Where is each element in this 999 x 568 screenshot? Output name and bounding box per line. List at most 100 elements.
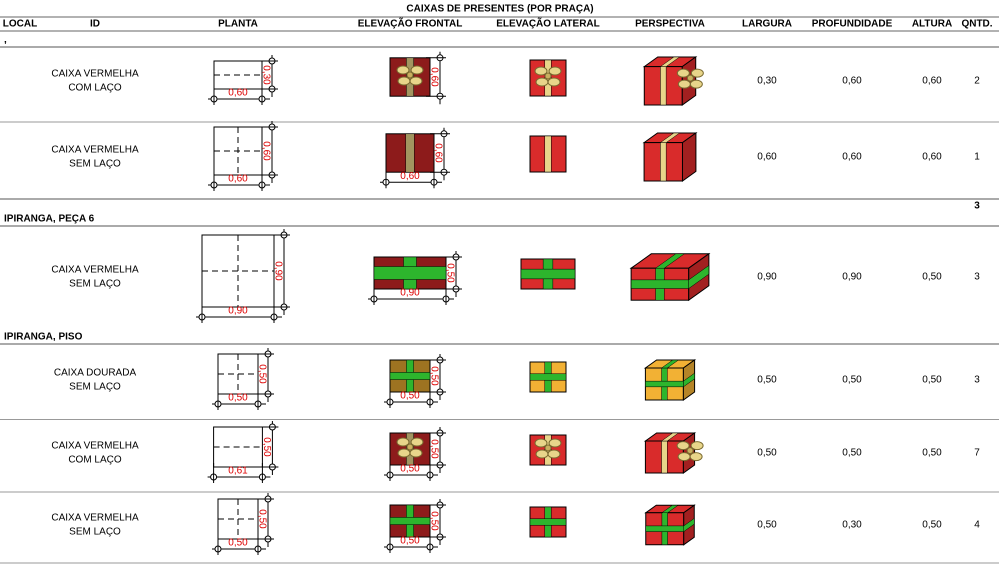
item-id: COM LAÇO: [68, 455, 122, 466]
bow-knot: [406, 443, 414, 451]
item-id: SEM LAÇO: [69, 382, 121, 393]
dim-label: 0,60: [400, 171, 420, 182]
dim-label: 0,50: [400, 536, 420, 547]
item-id: CAIXA VERMELHA: [51, 513, 139, 524]
ribbon: [389, 517, 431, 525]
bow-loop: [410, 65, 424, 75]
cell-qntd: 3: [974, 375, 980, 386]
column-header: LARGURA: [742, 19, 792, 30]
dim-label: 0,90: [228, 306, 248, 317]
bow-loop: [689, 452, 703, 462]
item-id: CAIXA VERMELHA: [51, 441, 139, 452]
dim-label: 0,90: [400, 288, 420, 299]
dim-label: 0,50: [228, 393, 248, 404]
item-id: CAIXA VERMELHA: [51, 145, 139, 156]
ribbon: [660, 66, 667, 106]
bow-loop: [409, 448, 423, 458]
bow-loop: [547, 77, 561, 87]
cell-qntd: 4: [974, 520, 980, 531]
ribbon: [405, 133, 415, 173]
column-header: ALTURA: [912, 19, 952, 30]
cell-qntd: 7: [974, 448, 980, 459]
cell-qntd: 1: [974, 152, 980, 163]
item-id: SEM LAÇO: [69, 527, 121, 538]
ribbon: [683, 517, 695, 533]
bow: [534, 66, 562, 87]
cell-profundidade: 0,90: [842, 272, 862, 283]
bow-loop: [397, 76, 411, 86]
cell-qntd: 3: [974, 272, 980, 283]
bow: [396, 437, 424, 458]
cell-largura: 0,50: [757, 375, 777, 386]
bow-loop: [410, 437, 424, 447]
item-id: CAIXA VERMELHA: [51, 265, 139, 276]
column-header: ELEVAÇÃO LATERAL: [496, 17, 600, 30]
dim-label: 0,60: [260, 141, 271, 161]
column-header: QNTD.: [961, 19, 992, 30]
bow-loop: [547, 449, 561, 459]
ribbon: [645, 525, 684, 532]
ribbon: [660, 142, 667, 182]
bow-loop: [535, 449, 549, 459]
cell-profundidade: 0,30: [842, 520, 862, 531]
cell-altura: 0,60: [922, 76, 942, 87]
ribbon: [373, 266, 447, 280]
ribbon: [683, 372, 695, 388]
box-side: [681, 132, 697, 182]
ribbon: [659, 56, 681, 67]
column-header: PERSPECTIVA: [635, 19, 705, 30]
column-header: PLANTA: [218, 19, 258, 30]
ribbon: [661, 440, 668, 474]
cell-qntd: 2: [974, 76, 980, 87]
cell-largura: 0,50: [757, 448, 777, 459]
bow-loop: [689, 79, 703, 89]
dim-label: 0,50: [228, 538, 248, 549]
bow-loop: [409, 76, 423, 86]
dim-label: 0,61: [228, 466, 248, 477]
dim-label: 0,50: [428, 366, 439, 386]
bow-loop: [396, 437, 410, 447]
ribbon: [661, 505, 679, 513]
group-total: 3: [974, 201, 980, 212]
dim-label: 0,50: [444, 263, 455, 283]
item-id: SEM LAÇO: [69, 159, 121, 170]
dim-label: 0,50: [261, 437, 272, 457]
ribbon: [688, 264, 710, 290]
bow-loop: [535, 77, 549, 87]
bow-loop: [676, 441, 690, 451]
cell-largura: 0,90: [757, 272, 777, 283]
bow-knot: [544, 72, 552, 80]
item-id: CAIXA DOURADA: [54, 368, 137, 379]
bow-loop: [396, 65, 410, 75]
dim-label: 0,60: [432, 143, 443, 163]
cell-altura: 0,50: [922, 375, 942, 386]
dim-label: 0,50: [428, 439, 439, 459]
dim-label: 0,60: [228, 174, 248, 185]
ribbon: [654, 253, 686, 269]
cell-altura: 0,50: [922, 448, 942, 459]
dim-label: 0,50: [256, 509, 267, 529]
ribbon: [659, 132, 681, 143]
dim-label: 0,60: [428, 67, 439, 87]
bow-loop: [676, 68, 690, 78]
cell-altura: 0,50: [922, 272, 942, 283]
dim-label: 0,50: [256, 364, 267, 384]
item-id: SEM LAÇO: [69, 279, 121, 290]
dim-label: 0,60: [228, 88, 248, 99]
bow-loop: [534, 438, 548, 448]
bow-knot: [406, 71, 414, 79]
column-header: LOCAL: [3, 19, 37, 30]
cell-profundidade: 0,60: [842, 76, 862, 87]
ribbon: [389, 372, 431, 380]
group-label: IPIRANGA, PISO: [4, 332, 83, 343]
bow-knot: [544, 444, 552, 452]
group-label: ,: [4, 35, 7, 46]
bow: [534, 438, 562, 459]
bow-loop: [690, 441, 704, 451]
cell-profundidade: 0,50: [842, 448, 862, 459]
bow-knot: [686, 447, 694, 455]
dim-label: 0,50: [428, 511, 439, 531]
bow: [396, 65, 424, 86]
cell-largura: 0,30: [757, 76, 777, 87]
